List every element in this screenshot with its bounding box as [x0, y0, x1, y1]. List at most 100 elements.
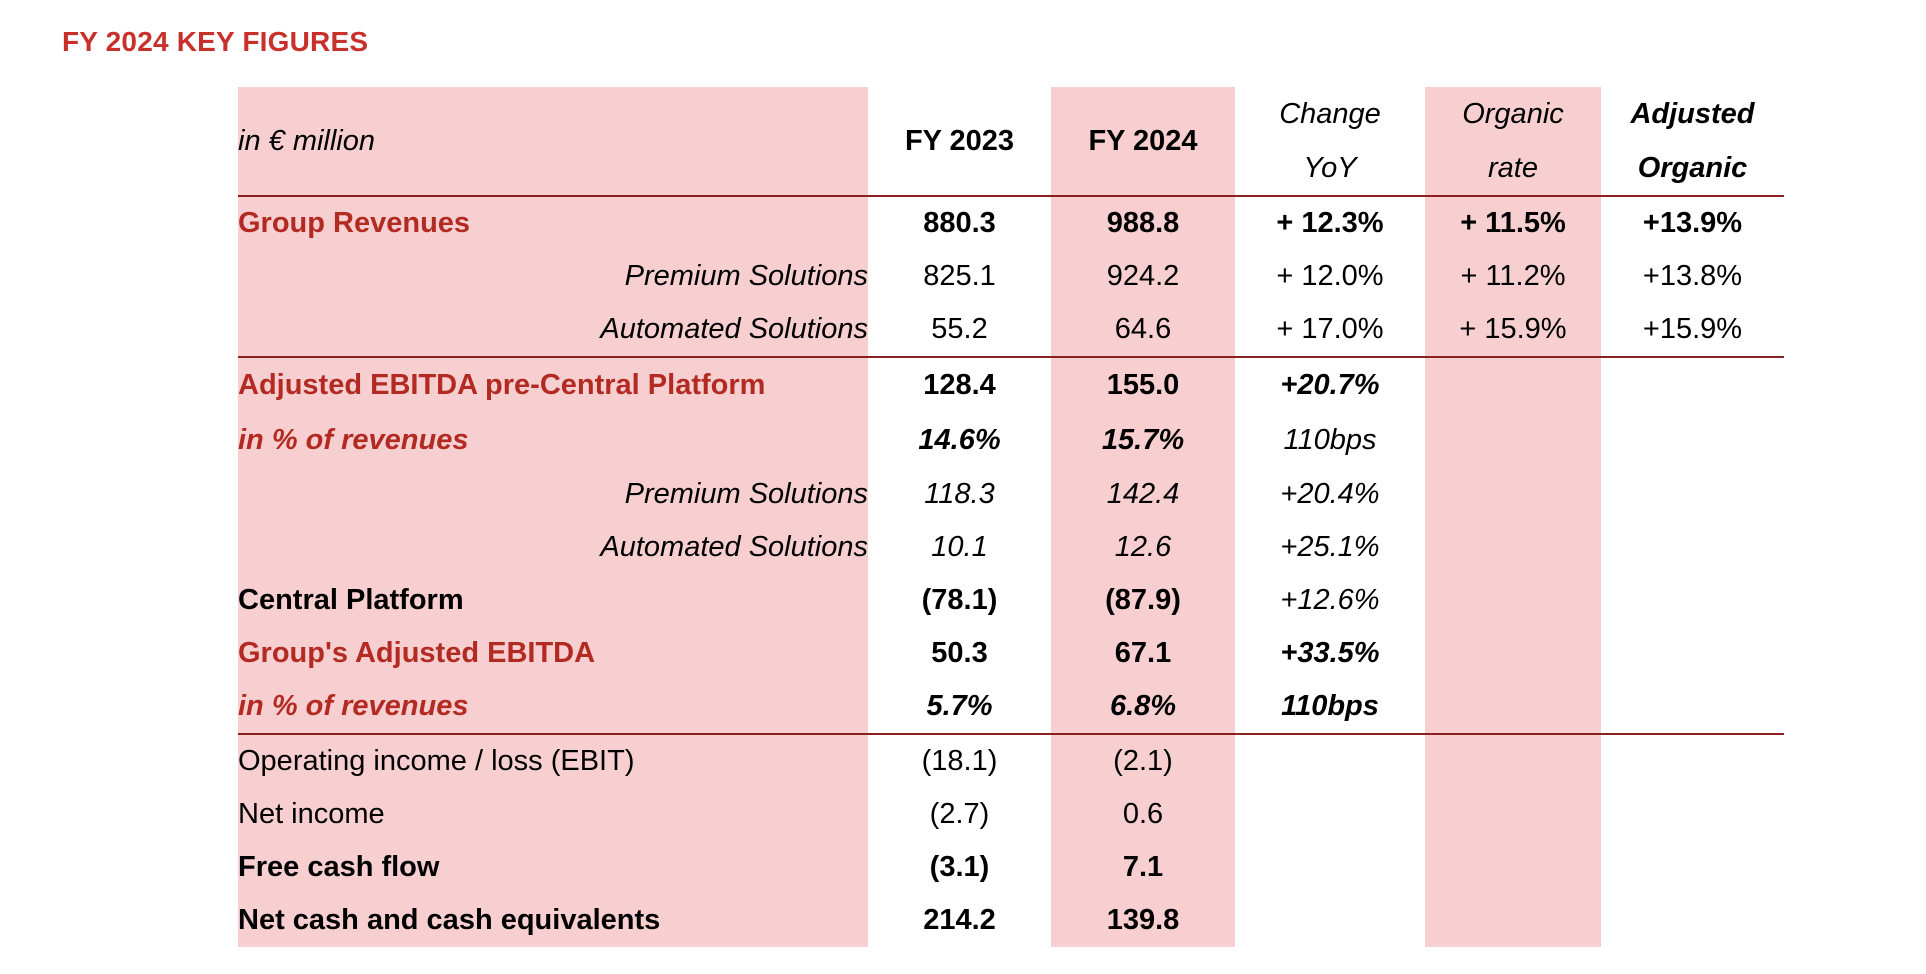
- cell-adjusted-empty: [1601, 734, 1784, 788]
- cell-adjusted-empty: [1601, 627, 1784, 680]
- cell-fy2023: (18.1): [921, 745, 998, 777]
- cell-fy2024: 142.4: [1051, 468, 1235, 521]
- cell-organic-empty: [1425, 788, 1601, 841]
- cell-fy2023: 118.3: [924, 478, 995, 510]
- cell-change: 110bps: [1235, 680, 1425, 735]
- row-label: in % of revenues: [238, 680, 868, 735]
- row-label: Automated Solutions: [238, 521, 868, 574]
- cell-fy2023: (3.1): [929, 851, 990, 883]
- row-label: in % of revenues: [238, 413, 868, 468]
- col-header-fy2024: FY 2024: [1051, 87, 1235, 197]
- table-row: Adjusted EBITDA pre-Central Platform 128…: [238, 357, 1784, 413]
- cell-adjusted-organic: +13.9%: [1642, 207, 1743, 239]
- page-title: FY 2024 KEY FIGURES: [62, 26, 369, 57]
- cell-organic: + 11.2%: [1425, 250, 1601, 303]
- table-row: in % of revenues 14.6% 15.7% 110bps: [238, 413, 1784, 468]
- row-label: Premium Solutions: [238, 468, 868, 521]
- header-row: in € million FY 2023 FY 2024 Change YoY …: [238, 87, 1784, 197]
- table-row: in % of revenues 5.7% 6.8% 110bps: [238, 680, 1784, 735]
- row-label: Automated Solutions: [238, 303, 868, 358]
- col-header-organic-line1: Organic: [1462, 98, 1564, 130]
- table-row: Automated Solutions 10.1 12.6 +25.1%: [238, 521, 1784, 574]
- cell-fy2023: 825.1: [923, 260, 996, 292]
- cell-organic-empty: [1425, 894, 1601, 947]
- cell-fy2023: (78.1): [921, 584, 998, 616]
- table-row: Free cash flow (3.1) 7.1: [238, 841, 1784, 894]
- cell-fy2024: 12.6: [1051, 521, 1235, 574]
- cell-fy2023: 5.7%: [868, 680, 1051, 735]
- col-header-organic-line2: rate: [1488, 152, 1538, 184]
- cell-change: +20.4%: [1280, 478, 1380, 510]
- cell-organic-empty: [1425, 627, 1601, 680]
- col-header-adjusted-line1: Adjusted: [1630, 98, 1755, 130]
- col-header-change-yoy: Change YoY: [1235, 87, 1425, 197]
- col-header-adjusted-line2: Organic: [1637, 152, 1748, 184]
- cell-fy2024: 15.7%: [1051, 413, 1235, 468]
- cell-organic: + 15.9%: [1425, 303, 1601, 358]
- cell-fy2024: 988.8: [1051, 196, 1235, 250]
- table-row: Premium Solutions 118.3 142.4 +20.4%: [238, 468, 1784, 521]
- cell-change: 110bps: [1283, 424, 1377, 456]
- cell-adjusted-empty: [1601, 574, 1784, 627]
- cell-change: + 17.0%: [1235, 303, 1425, 358]
- cell-adjusted-organic: +15.9%: [1601, 303, 1784, 358]
- cell-fy2024: 67.1: [1051, 627, 1235, 680]
- cell-change: +25.1%: [1280, 531, 1380, 563]
- row-label: Free cash flow: [238, 841, 868, 894]
- cell-fy2024: 6.8%: [1051, 680, 1235, 735]
- col-header-adjusted-organic: Adjusted Organic: [1601, 87, 1784, 197]
- cell-fy2024: (87.9): [1051, 574, 1235, 627]
- cell-adjusted-empty: [1601, 521, 1784, 574]
- table-row: Group Revenues 880.3 988.8 + 12.3% + 11.…: [238, 196, 1784, 250]
- cell-change-empty: [1235, 734, 1425, 788]
- cell-fy2023: 55.2: [868, 303, 1051, 358]
- col-header-change-line1: Change: [1279, 98, 1381, 130]
- table-row: Group's Adjusted EBITDA 50.3 67.1 +33.5%: [238, 627, 1784, 680]
- cell-organic-empty: [1425, 680, 1601, 735]
- cell-fy2024: 64.6: [1051, 303, 1235, 358]
- cell-organic-empty: [1425, 357, 1601, 413]
- cell-adjusted-empty: [1601, 413, 1784, 468]
- col-header-organic-rate: Organic rate: [1425, 87, 1601, 197]
- cell-change: + 12.3%: [1276, 207, 1384, 239]
- cell-change: +33.5%: [1280, 637, 1380, 669]
- cell-change: +20.7%: [1280, 369, 1380, 401]
- cell-change: +12.6%: [1280, 584, 1380, 616]
- cell-fy2024: 924.2: [1051, 250, 1235, 303]
- cell-fy2024: 155.0: [1051, 357, 1235, 413]
- row-label: Premium Solutions: [238, 250, 868, 303]
- cell-organic-empty: [1425, 841, 1601, 894]
- cell-organic-empty: [1425, 413, 1601, 468]
- cell-fy2023: 880.3: [923, 207, 996, 239]
- cell-organic-empty: [1425, 468, 1601, 521]
- cell-adjusted-empty: [1601, 894, 1784, 947]
- cell-fy2024: 7.1: [1051, 841, 1235, 894]
- col-header-change-line2: YoY: [1303, 152, 1357, 184]
- row-label: Net income: [238, 788, 868, 841]
- cell-organic-empty: [1425, 521, 1601, 574]
- cell-change-empty: [1235, 788, 1425, 841]
- cell-fy2023: 50.3: [931, 637, 988, 669]
- cell-change-empty: [1235, 894, 1425, 947]
- cell-adjusted-empty: [1601, 680, 1784, 735]
- cell-change: + 12.0%: [1276, 260, 1384, 292]
- cell-adjusted-empty: [1601, 357, 1784, 413]
- cell-fy2023: 14.6%: [918, 424, 1001, 456]
- table-row: Operating income / loss (EBIT) (18.1) (2…: [238, 734, 1784, 788]
- cell-adjusted-empty: [1601, 841, 1784, 894]
- cell-organic: + 11.5%: [1425, 196, 1601, 250]
- cell-adjusted-organic: +13.8%: [1642, 260, 1743, 292]
- row-label: Group's Adjusted EBITDA: [238, 627, 868, 680]
- table-row: Premium Solutions 825.1 924.2 + 12.0% + …: [238, 250, 1784, 303]
- row-label: Central Platform: [238, 574, 868, 627]
- cell-organic-empty: [1425, 574, 1601, 627]
- row-label: Net cash and cash equivalents: [238, 894, 868, 947]
- table-row: Central Platform (78.1) (87.9) +12.6%: [238, 574, 1784, 627]
- cell-fy2023: (2.7): [929, 798, 990, 830]
- row-label: Group Revenues: [238, 196, 868, 250]
- cell-adjusted-empty: [1601, 788, 1784, 841]
- key-figures-table: in € million FY 2023 FY 2024 Change YoY …: [238, 87, 1784, 947]
- row-label: Operating income / loss (EBIT): [238, 734, 868, 788]
- unit-label: in € million: [238, 87, 868, 197]
- cell-fy2024: 0.6: [1051, 788, 1235, 841]
